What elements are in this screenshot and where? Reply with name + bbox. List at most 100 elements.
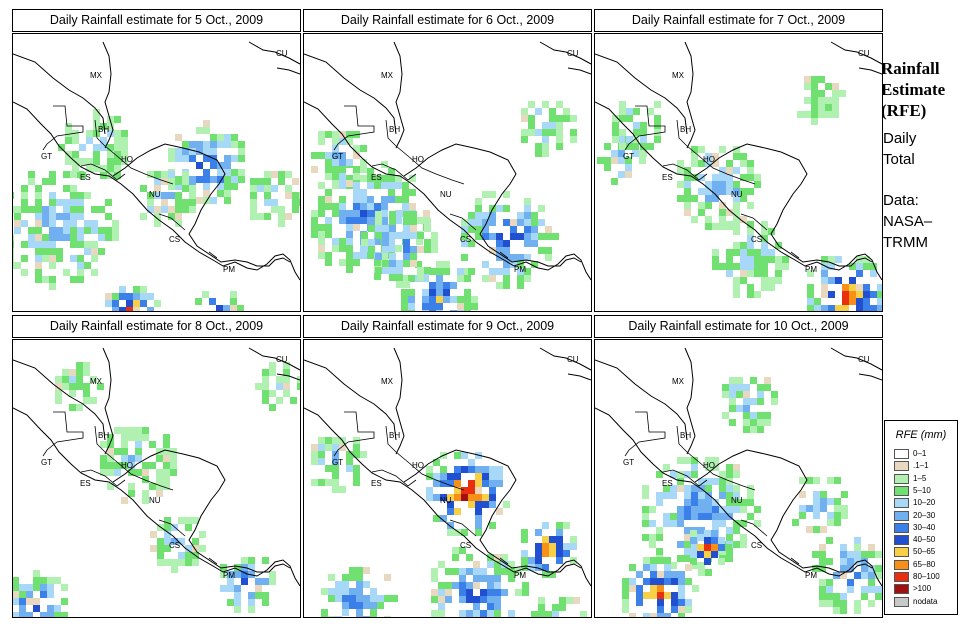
rainfall-cell	[719, 223, 726, 230]
rainfall-cell	[33, 584, 40, 591]
rainfall-cell	[269, 390, 276, 397]
legend-swatch	[894, 461, 909, 472]
rainfall-cell	[501, 589, 508, 596]
rainfall-cell	[220, 571, 227, 578]
rainfall-cell	[353, 145, 360, 152]
rainfall-cell	[163, 448, 170, 455]
rainfall-cell	[447, 494, 454, 501]
rainfall-cell	[452, 568, 459, 575]
rainfall-cell	[353, 196, 360, 203]
rainfall-cell	[391, 595, 398, 602]
country-label: CS	[751, 541, 762, 550]
rainfall-cell	[21, 220, 28, 227]
rainfall-cell	[403, 239, 410, 246]
rainfall-cell	[13, 591, 19, 598]
rainfall-cell	[819, 593, 826, 600]
rainfall-cell	[677, 485, 684, 492]
rainfall-cell	[678, 578, 685, 585]
rainfall-cell	[28, 206, 35, 213]
rainfall-cell	[65, 130, 72, 137]
country-label: ES	[80, 173, 91, 182]
rainfall-cell	[163, 455, 170, 462]
rainfall-cell	[633, 122, 640, 129]
rainfall-cell	[834, 512, 841, 519]
rainfall-cell	[705, 202, 712, 209]
rainfall-cell	[678, 571, 685, 578]
rainfall-cell	[133, 300, 140, 307]
rainfall-cell	[438, 589, 445, 596]
legend-label: 5–10	[913, 485, 931, 495]
rainfall-cell	[863, 305, 870, 311]
rainfall-cell	[496, 508, 503, 515]
rainfall-cell	[438, 596, 445, 603]
rainfall-cell	[325, 203, 332, 210]
rainfall-cell	[834, 519, 841, 526]
rainfall-cell	[494, 575, 501, 582]
rainfall-cell	[237, 305, 244, 311]
rainfall-cell	[684, 492, 691, 499]
legend-item: 0–1	[894, 449, 954, 460]
coastline	[208, 251, 218, 259]
rainfall-cell	[182, 148, 189, 155]
rainfall-cell	[657, 585, 664, 592]
legend-label: 1–5	[913, 473, 927, 483]
rainfall-cell	[811, 83, 818, 90]
product-title: Rainfall Estimate (RFE)	[881, 58, 969, 121]
rainfall-cell	[733, 506, 740, 513]
rainfall-cell	[339, 203, 346, 210]
country-label: GT	[41, 458, 52, 467]
legend-label: 80–100	[913, 572, 940, 581]
rainfall-cell	[654, 129, 661, 136]
rainfall-cell	[349, 588, 356, 595]
rainfall-cell	[768, 228, 775, 235]
rainfall-cell	[633, 129, 640, 136]
rainfall-cell	[698, 492, 705, 499]
rainfall-cell	[542, 136, 549, 143]
rainfall-cell	[356, 616, 363, 617]
coastline	[276, 67, 300, 75]
rainfall-cell	[375, 267, 382, 274]
rainfall-cell	[353, 182, 360, 189]
rainfall-cell	[487, 603, 494, 610]
rainfall-cell	[840, 600, 847, 607]
rainfall-cell	[768, 277, 775, 284]
rainfall-cell	[482, 275, 489, 282]
rainfall-cell	[224, 169, 231, 176]
rainfall-cell	[856, 291, 863, 298]
rainfall-cell	[670, 471, 677, 478]
rainfall-cell	[722, 412, 729, 419]
rainfall-cell	[736, 377, 743, 384]
rainfall-cell	[325, 231, 332, 238]
rainfall-cell	[861, 551, 868, 558]
rainfall-cell	[77, 227, 84, 234]
coastline	[740, 213, 768, 231]
rainfall-cell	[107, 455, 114, 462]
legend-item: 40–50	[894, 535, 954, 546]
coastline	[830, 41, 882, 65]
rainfall-cell	[325, 189, 332, 196]
country-label: BH	[98, 125, 109, 134]
rainfall-cell	[733, 195, 740, 202]
rainfall-cell	[121, 455, 128, 462]
rainfall-cell	[835, 277, 842, 284]
rainfall-cell	[262, 397, 269, 404]
rainfall-cell	[142, 490, 149, 497]
rainfall-cell	[813, 505, 820, 512]
rainfall-cell	[217, 176, 224, 183]
coastline	[684, 41, 696, 149]
rainfall-cell	[56, 234, 63, 241]
rainfall-cell	[56, 199, 63, 206]
rainfall-cell	[182, 206, 189, 213]
country-label: MX	[90, 71, 103, 80]
rainfall-cell	[332, 458, 339, 465]
product-title-line: Estimate	[881, 80, 946, 99]
rainfall-cell	[473, 575, 480, 582]
rainfall-cell	[494, 561, 501, 568]
rainfall-cell	[726, 188, 733, 195]
rainfall-cell	[524, 254, 531, 261]
rainfall-cell	[729, 391, 736, 398]
rainfall-cell	[271, 199, 278, 206]
rainfall-cell	[861, 586, 868, 593]
rainfall-cell	[489, 212, 496, 219]
coastline	[595, 407, 882, 587]
